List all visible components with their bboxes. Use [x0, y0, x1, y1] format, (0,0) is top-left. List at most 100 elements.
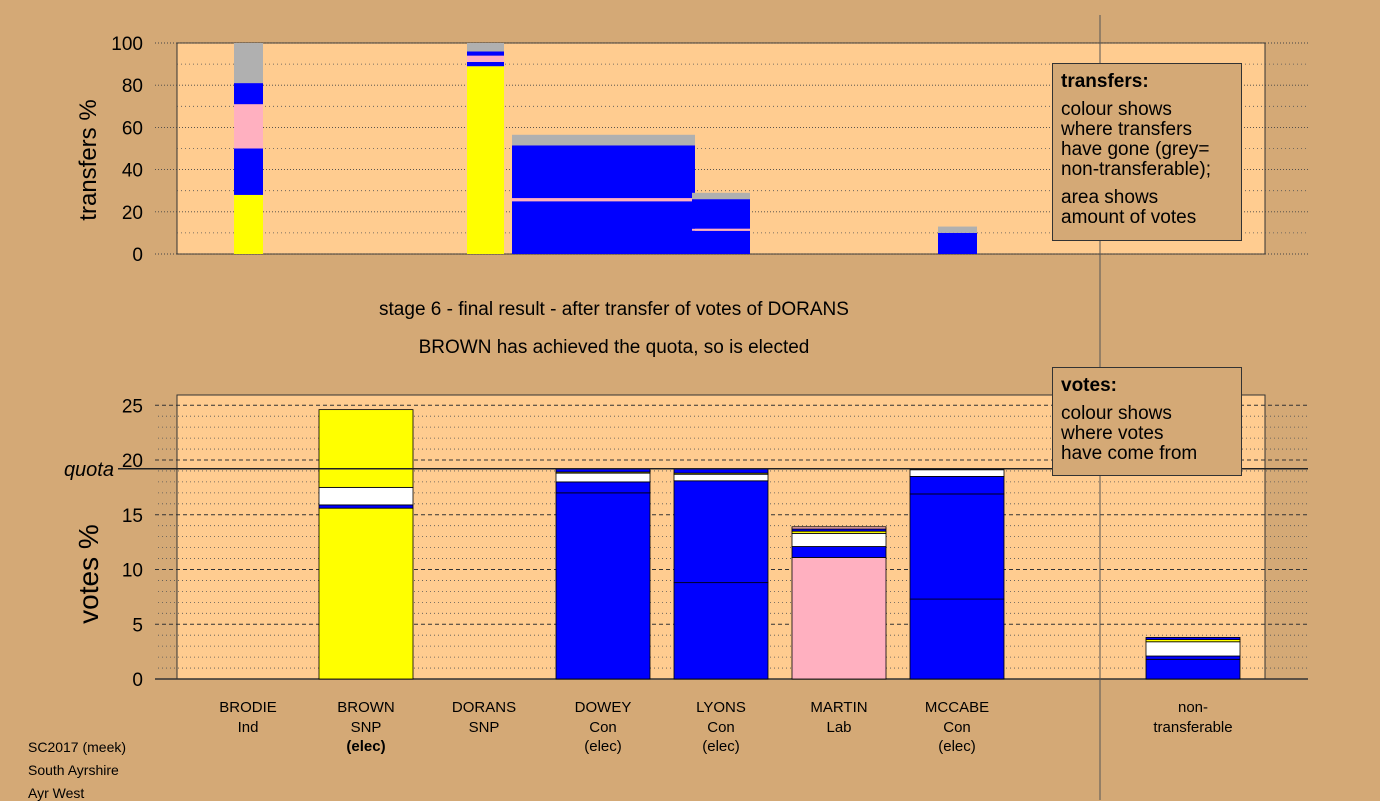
- transfer-segment: [467, 66, 504, 255]
- candidate-status: (elec): [702, 738, 740, 755]
- candidate-name: MCCABE: [925, 699, 989, 716]
- transfer-segment: [234, 148, 263, 195]
- candidate-party: Ind: [238, 719, 259, 736]
- votes-legend-line: where votes: [1061, 423, 1164, 444]
- vote-segment: [791, 546, 887, 558]
- transfers-legend-title: transfers:: [1061, 71, 1149, 92]
- vote-segment: [318, 504, 414, 509]
- vote-segment: [673, 480, 769, 584]
- candidate-party: Con: [707, 719, 735, 736]
- transfer-segment: [938, 232, 977, 254]
- transfers-legend-line: area shows: [1061, 187, 1159, 208]
- candidate-party: SNP: [351, 719, 382, 736]
- votes-legend: votes: colour shows where votes have com…: [1052, 367, 1242, 476]
- transfer-segment: [692, 228, 750, 231]
- y-tick-label: 10: [122, 561, 143, 582]
- vote-segment: [1145, 636, 1241, 640]
- vote-segment: [673, 582, 769, 680]
- y-tick-label: 100: [111, 34, 143, 55]
- candidate-status: (elec): [938, 738, 976, 755]
- transfer-segment: [692, 192, 750, 200]
- vote-segment: [909, 598, 1005, 680]
- votes-y-ticks: 0 5 10 15 20 25: [122, 396, 143, 691]
- vote-segment: [909, 469, 1005, 477]
- transfers-legend-line: amount of votes: [1061, 207, 1197, 228]
- transfer-segment: [692, 230, 750, 254]
- vote-segment: [791, 532, 887, 547]
- vote-segment: [673, 473, 769, 482]
- candidate-name: DOWEY: [575, 699, 632, 716]
- transfers-legend-line: have gone (grey=: [1061, 139, 1210, 160]
- transfers-y-axis-label: transfers %: [75, 99, 102, 220]
- vote-segment: [909, 493, 1005, 600]
- y-tick-label: 20: [122, 203, 143, 224]
- y-tick-label: 40: [122, 161, 143, 182]
- transfer-segment: [467, 43, 504, 52]
- y-tick-label: 0: [132, 245, 143, 266]
- transfer-segment: [234, 43, 263, 84]
- transfer-segment: [234, 194, 263, 254]
- vote-segment: [318, 486, 414, 506]
- votes-bars: [318, 409, 1241, 680]
- vote-segment: [1145, 641, 1241, 657]
- votes-legend-line: colour shows: [1061, 403, 1172, 424]
- vote-segment: [555, 481, 651, 494]
- footer-election: SC2017 (meek): [28, 739, 127, 755]
- vote-segment: [1145, 655, 1241, 660]
- transfer-segment: [467, 55, 504, 62]
- y-tick-label: 15: [122, 506, 143, 527]
- votes-legend-line: have come from: [1061, 443, 1198, 464]
- transfer-segment: [512, 134, 695, 146]
- vote-segment: [909, 476, 1005, 495]
- votes-chart: 0 5 10 15 20 25 quota votes % BRODIE Ind BROWN S…: [64, 394, 1308, 755]
- result-caption: BROWN has achieved the quota, so is elec…: [418, 337, 810, 358]
- candidate-party: transferable: [1153, 719, 1232, 736]
- transfer-segment: [692, 199, 750, 229]
- transfer-segment: [512, 201, 695, 254]
- vote-segment: [318, 409, 414, 488]
- candidate-name: non-: [1178, 699, 1208, 716]
- transfer-segment: [512, 145, 695, 199]
- candidate-party: SNP: [469, 719, 500, 736]
- candidate-status: (elec): [346, 738, 385, 755]
- transfer-segment: [467, 61, 504, 67]
- vote-segment: [1145, 658, 1241, 680]
- footer-ward: Ayr West: [28, 785, 85, 801]
- transfers-legend: transfers: colour shows where transfers …: [1052, 63, 1242, 241]
- transfer-segment: [467, 51, 504, 56]
- y-tick-label: 0: [132, 670, 143, 691]
- candidate-name: MARTIN: [810, 699, 867, 716]
- candidate-name: BROWN: [337, 699, 395, 716]
- transfer-segment: [512, 198, 695, 202]
- transfers-bars: [234, 43, 977, 255]
- y-tick-label: 20: [122, 451, 143, 472]
- candidate-party: Lab: [826, 719, 851, 736]
- candidate-name: DORANS: [452, 699, 516, 716]
- vote-segment: [555, 492, 651, 680]
- y-tick-label: 80: [122, 76, 143, 97]
- vote-segment: [791, 526, 887, 530]
- transfer-segment: [234, 83, 263, 105]
- transfers-legend-line: where transfers: [1061, 119, 1192, 140]
- y-tick-label: 25: [122, 396, 143, 417]
- transfers-legend-line: non-transferable);: [1061, 159, 1211, 180]
- candidate-party: Con: [943, 719, 971, 736]
- candidate-status: (elec): [584, 738, 622, 755]
- votes-legend-title: votes:: [1061, 375, 1117, 396]
- quota-label: quota: [64, 459, 114, 481]
- vote-segment: [318, 507, 414, 680]
- candidate-name: BRODIE: [219, 699, 277, 716]
- candidate-labels: BRODIE Ind BROWN SNP (elec) DORANS SNP DOWEY Con…: [219, 699, 1232, 755]
- stage-caption: stage 6 - final result - after transfer …: [379, 299, 849, 320]
- vote-segment: [791, 557, 887, 680]
- footer-council: South Ayrshire: [28, 762, 119, 778]
- y-tick-label: 60: [122, 118, 143, 139]
- candidate-name: LYONS: [696, 699, 746, 716]
- transfers-legend-line: colour shows: [1061, 99, 1172, 120]
- vote-segment: [555, 472, 651, 483]
- votes-y-axis-label: votes %: [73, 524, 104, 624]
- y-tick-label: 5: [132, 615, 143, 636]
- transfers-y-ticks: 0 20 40 60 80 100: [111, 34, 143, 266]
- candidate-party: Con: [589, 719, 617, 736]
- transfer-segment: [234, 104, 263, 149]
